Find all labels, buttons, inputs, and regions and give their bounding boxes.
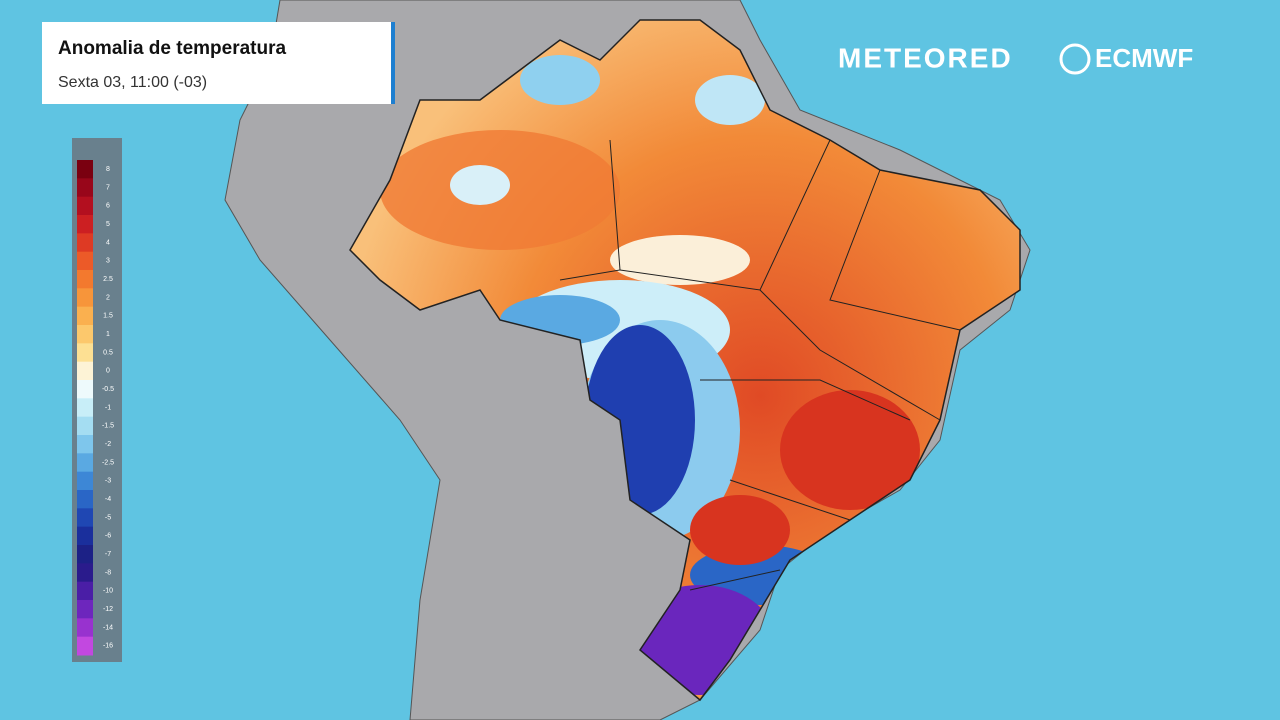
legend-swatch	[77, 581, 93, 601]
legend-label: -1.5	[102, 423, 114, 430]
country-border	[349, 19, 1021, 702]
legend-swatch	[77, 526, 93, 546]
legend-label: 5	[106, 221, 110, 228]
legend: 8 7 6 5 4 3 2.5 2 1.5 1 0.5 0 -0.5 -1 -1.5 -2 -2.5 -3 -4 -5…	[77, 160, 114, 656]
legend-swatch	[77, 636, 93, 656]
legend-label: 0	[106, 368, 110, 375]
legend-swatch	[77, 545, 93, 564]
legend-swatch	[77, 325, 93, 344]
legend-label: -2.5	[102, 459, 114, 466]
legend-swatch	[77, 196, 93, 216]
legend-swatch	[77, 416, 93, 436]
legend-label: 1	[106, 331, 110, 338]
legend-label: 6	[106, 203, 110, 210]
ecmwf-icon	[1059, 43, 1091, 75]
legend-label: -16	[103, 643, 113, 650]
title-accent	[391, 22, 395, 104]
legend-label: -6	[105, 533, 111, 540]
legend-swatch	[77, 178, 93, 198]
legend-label: 7	[106, 184, 110, 191]
legend-swatch	[77, 215, 93, 234]
legend-swatch	[77, 343, 93, 363]
legend-swatch	[77, 270, 93, 289]
legend-swatch	[77, 398, 93, 418]
meteored-logo: METEORED	[838, 42, 1013, 73]
legend-swatch	[77, 233, 93, 253]
legend-swatch	[77, 490, 93, 509]
map-subtitle: Sexta 03, 11:00 (-03)	[58, 74, 207, 91]
legend-swatch	[77, 435, 93, 454]
legend-swatch	[77, 160, 93, 179]
legend-label: -0.5	[102, 386, 114, 393]
legend-label: -7	[105, 551, 111, 558]
legend-swatch	[77, 508, 93, 528]
legend-swatch	[77, 251, 93, 271]
legend-label: -14	[103, 624, 113, 631]
legend-label: 8	[106, 166, 110, 173]
legend-label: -12	[103, 606, 113, 613]
legend-label: -8	[105, 569, 111, 576]
state-borders	[559, 139, 961, 591]
ecmwf-logo: ECMWF	[1095, 43, 1193, 73]
legend-label: 2	[106, 294, 110, 301]
legend-label: -2	[105, 441, 111, 448]
legend-swatch	[77, 471, 93, 491]
legend-swatch	[77, 453, 93, 473]
map-title: Anomalia de temperatura	[58, 38, 286, 59]
legend-swatch	[77, 600, 93, 619]
legend-label: 4	[106, 239, 110, 246]
legend-label: 2.5	[103, 276, 113, 283]
legend-label: 1.5	[103, 313, 113, 320]
legend-swatch	[77, 618, 93, 638]
legend-swatch	[77, 380, 93, 399]
legend-label: -1	[105, 404, 111, 411]
title-box	[42, 22, 395, 104]
legend-swatch	[77, 361, 93, 381]
legend-label: -5	[105, 514, 111, 521]
legend-label: -3	[105, 478, 111, 485]
legend-swatch	[77, 288, 93, 308]
legend-label: -10	[103, 588, 113, 595]
legend-label: 0.5	[103, 349, 113, 356]
legend-label: -4	[105, 496, 111, 503]
legend-label: 3	[106, 258, 110, 265]
legend-swatch	[77, 306, 93, 326]
legend-swatch	[77, 563, 93, 583]
